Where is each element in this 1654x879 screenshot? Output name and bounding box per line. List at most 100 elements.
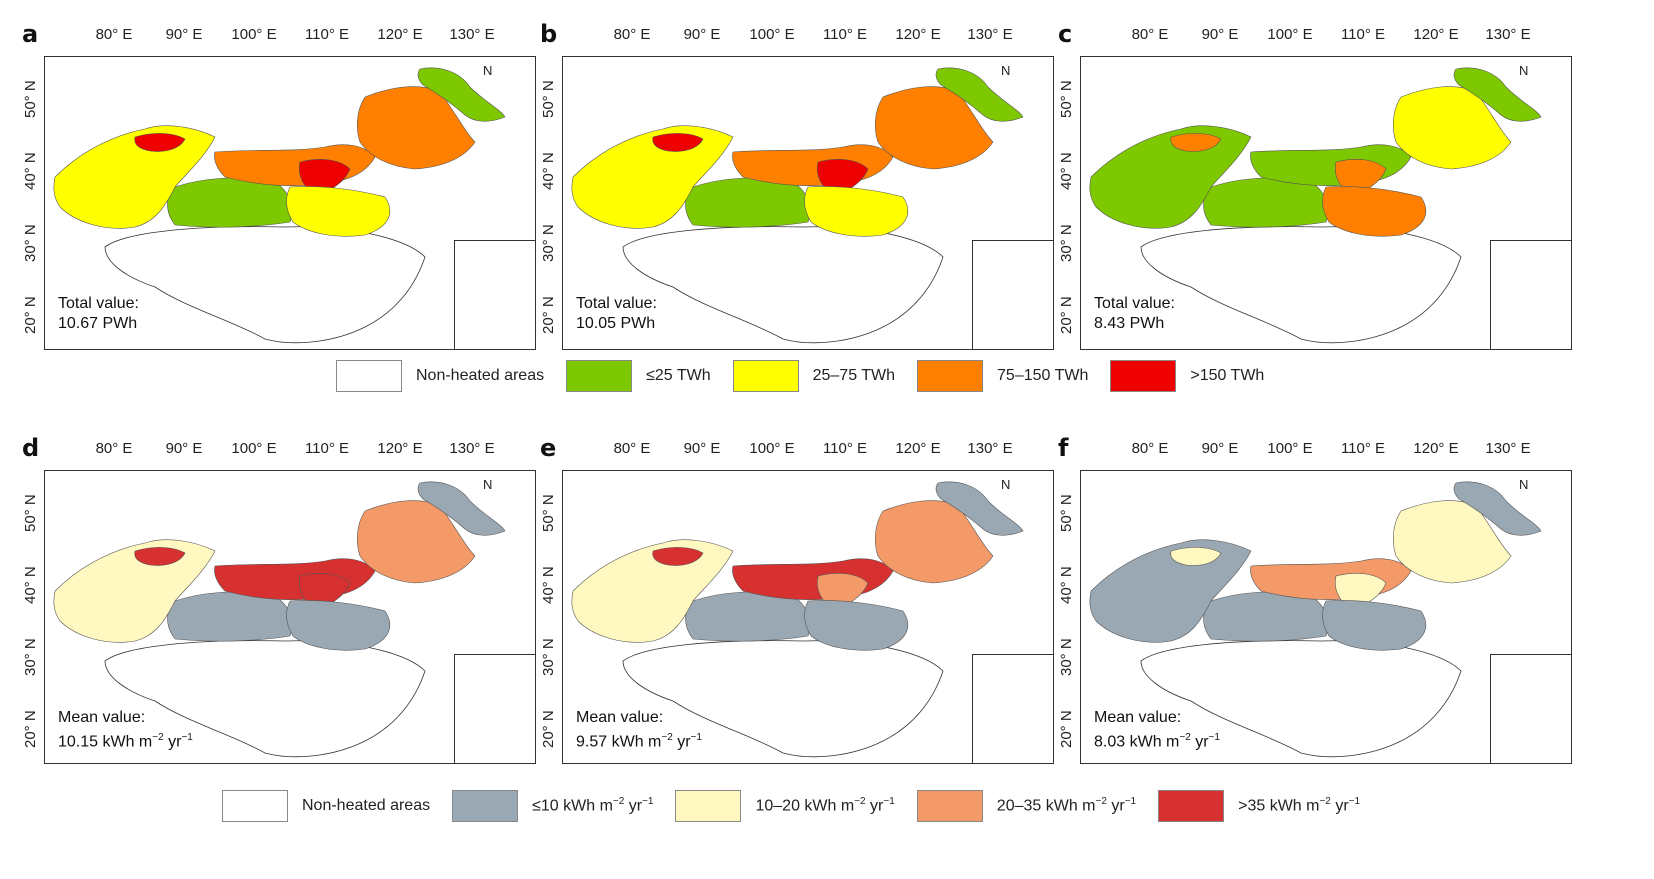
- legend-item-non-heated: Non-heated areas: [336, 360, 544, 392]
- map-frame: N: [44, 56, 536, 350]
- stat-title: Mean value:: [576, 709, 664, 726]
- region-north-china: [804, 600, 908, 651]
- north-arrow-icon: N: [483, 63, 493, 78]
- region-north-band: [1250, 558, 1412, 601]
- region-northwest: [571, 539, 734, 643]
- region-non-heated: [622, 226, 944, 344]
- inset-map-south-china-sea: [454, 654, 535, 763]
- x-tick-label: 110° E: [304, 440, 350, 457]
- region-non-heated: [622, 640, 944, 758]
- panel-c: c 80° E 90° E 100° E 110° E 120° E 130° E 50° N…: [1058, 20, 1578, 400]
- y-tick-label: 50° N: [1058, 80, 1075, 118]
- x-tick-label: 90° E: [1201, 440, 1239, 457]
- region-core: [816, 159, 869, 196]
- y-tick-label: 50° N: [1058, 494, 1075, 532]
- inset-map-south-china-sea: [1490, 240, 1571, 349]
- region-ne-tip: [1453, 67, 1542, 122]
- region-hot-west: [1170, 547, 1222, 566]
- x-tick-label: 110° E: [304, 26, 350, 43]
- x-tick-label: 80° E: [1131, 440, 1169, 457]
- x-tick-label: 130° E: [967, 440, 1013, 457]
- map-frame: N: [1080, 56, 1572, 350]
- region-non-heated: [1140, 640, 1462, 758]
- x-tick-label: 110° E: [822, 440, 868, 457]
- x-tick-label: 120° E: [895, 440, 941, 457]
- x-tick-label: 100° E: [231, 26, 277, 43]
- x-tick-label: 120° E: [895, 26, 941, 43]
- total-value-stat: Total value: 10.67 PWh: [58, 294, 139, 334]
- stat-value: 8.03 kWh m−2 yr−1: [1094, 732, 1220, 751]
- legend-label: >150 TWh: [1190, 367, 1265, 384]
- x-tick-label: 90° E: [683, 440, 721, 457]
- legend-item-25-75: 25–75 TWh: [732, 360, 896, 392]
- region-core: [1334, 573, 1387, 610]
- x-tick-label: 120° E: [1413, 26, 1459, 43]
- panel-e: e 80° E 90° E 100° E 110° E 120° E 130° E 50° N…: [540, 434, 1060, 814]
- map-svg: [1089, 481, 1542, 758]
- region-north-band: [732, 144, 894, 187]
- y-tick-label: 40° N: [540, 152, 557, 190]
- north-arrow-icon: N: [483, 477, 493, 492]
- map-svg: [1089, 67, 1542, 344]
- stat-value: 10.05 PWh: [576, 315, 656, 332]
- y-tick-label: 30° N: [1058, 224, 1075, 262]
- map-svg: [571, 67, 1024, 344]
- y-tick-label: 50° N: [22, 494, 39, 532]
- stat-value: 8.43 PWh: [1094, 315, 1165, 332]
- region-hot-west: [134, 133, 186, 152]
- y-tick-label: 20° N: [540, 710, 557, 748]
- y-tick-label: 20° N: [1058, 296, 1075, 334]
- panel-f: f 80° E 90° E 100° E 110° E 120° E 130° E 50° N…: [1058, 434, 1578, 814]
- inset-map-south-china-sea: [454, 240, 535, 349]
- x-axis-ticks: 80° E 90° E 100° E 110° E 120° E 130° E: [1080, 26, 1570, 50]
- region-non-heated: [104, 640, 426, 758]
- y-tick-label: 50° N: [22, 80, 39, 118]
- x-tick-label: 110° E: [1340, 26, 1386, 43]
- legend-label: 25–75 TWh: [812, 367, 896, 384]
- legend-item-le25: ≤25 TWh: [566, 360, 711, 392]
- region-ne-tip: [935, 67, 1024, 122]
- region-north-china: [804, 186, 908, 237]
- legend-label: >35 kWh m−2 yr−1: [1238, 796, 1361, 815]
- x-tick-label: 100° E: [1267, 440, 1313, 457]
- region-north-band: [732, 558, 894, 601]
- stat-value: 10.67 PWh: [58, 315, 138, 332]
- legend-swatch: [566, 360, 633, 392]
- legend-swatch: [1158, 790, 1225, 822]
- region-hot-west: [1170, 133, 1222, 152]
- region-northwest: [53, 125, 216, 229]
- legend-swatch: [222, 790, 288, 822]
- region-north-band: [214, 558, 376, 601]
- region-hot-west: [134, 547, 186, 566]
- region-ne-tip: [935, 481, 1024, 536]
- x-tick-label: 110° E: [1340, 440, 1386, 457]
- x-axis-ticks: 80° E 90° E 100° E 110° E 120° E 130° E: [44, 440, 534, 464]
- map-svg: [53, 481, 506, 758]
- legend-swatch: [917, 360, 984, 392]
- y-tick-label: 30° N: [1058, 638, 1075, 676]
- region-non-heated: [1140, 226, 1462, 344]
- y-tick-label: 20° N: [22, 296, 39, 334]
- x-tick-label: 130° E: [449, 440, 495, 457]
- x-axis-ticks: 80° E 90° E 100° E 110° E 120° E 130° E: [562, 440, 1052, 464]
- total-value-stat: Total value: 10.05 PWh: [576, 294, 657, 334]
- legend-item-gt150: >150 TWh: [1110, 360, 1264, 392]
- x-axis-ticks: 80° E 90° E 100° E 110° E 120° E 130° E: [1080, 440, 1570, 464]
- legend-label: 20–35 kWh m−2 yr−1: [996, 796, 1137, 815]
- region-north-china: [1322, 600, 1426, 651]
- region-north-band: [214, 144, 376, 187]
- panel-b: b 80° E 90° E 100° E 110° E 120° E 130° E 50° N…: [540, 20, 1060, 400]
- region-ne-tip: [417, 481, 506, 536]
- y-tick-label: 40° N: [1058, 152, 1075, 190]
- inset-map-south-china-sea: [972, 654, 1053, 763]
- north-arrow-icon: N: [1001, 477, 1011, 492]
- legend-label: ≤25 TWh: [646, 367, 711, 384]
- legend-swatch: [1110, 360, 1177, 392]
- y-tick-label: 30° N: [540, 638, 557, 676]
- x-tick-label: 130° E: [1485, 26, 1531, 43]
- x-tick-label: 100° E: [1267, 26, 1313, 43]
- x-tick-label: 110° E: [822, 26, 868, 43]
- y-tick-label: 40° N: [22, 566, 39, 604]
- legend-item-20-35: 20–35 kWh m−2 yr−1: [916, 790, 1137, 822]
- north-arrow-icon: N: [1519, 63, 1529, 78]
